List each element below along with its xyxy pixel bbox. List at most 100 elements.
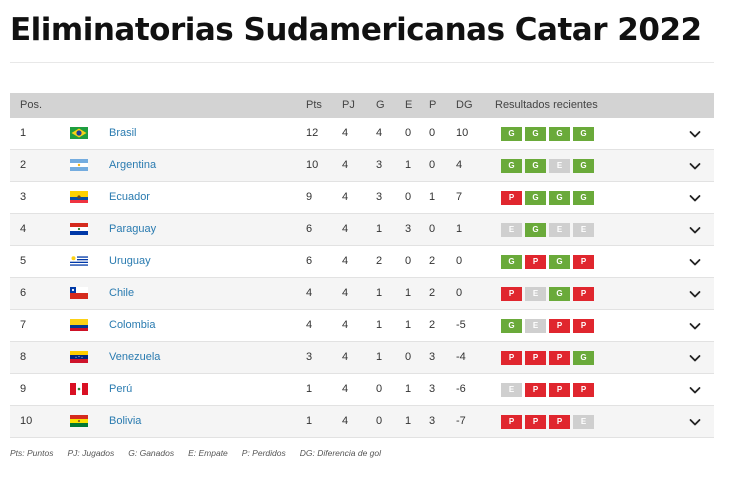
result-badge: P — [549, 319, 570, 333]
goal-difference-cell: 1 — [456, 223, 463, 235]
won-cell: 0 — [376, 383, 383, 395]
team-name-link[interactable]: Ecuador — [109, 191, 150, 203]
result-badge: G — [549, 287, 570, 301]
points-cell: 4 — [306, 287, 313, 299]
result-badge: E — [549, 159, 570, 173]
result-badge: P — [549, 351, 570, 365]
chevron-down-icon[interactable] — [688, 383, 702, 397]
table-row[interactable]: 3 Ecuador 9 4 3 0 1 7 P G G G — [10, 182, 714, 214]
position-cell: 6 — [20, 287, 27, 299]
team-name-link[interactable]: Chile — [109, 287, 135, 299]
won-cell: 0 — [376, 415, 383, 427]
result-badge: E — [573, 415, 594, 429]
chevron-down-icon[interactable] — [688, 351, 702, 365]
points-cell: 6 — [306, 255, 313, 267]
header-results: Resultados recientes — [495, 99, 598, 111]
chevron-down-icon[interactable] — [688, 415, 702, 429]
table-row[interactable]: 6 Chile 4 4 1 1 2 0 P E G P — [10, 278, 714, 310]
header-g: G — [376, 99, 385, 111]
won-cell: 1 — [376, 287, 383, 299]
result-badge: G — [549, 127, 570, 141]
result-badge: E — [573, 223, 594, 237]
drawn-cell: 1 — [405, 159, 412, 171]
goal-difference-cell: -4 — [456, 351, 466, 363]
standings-table: Pos. Pts PJ G E P DG Resultados reciente… — [10, 93, 714, 438]
peru-flag-icon — [70, 383, 88, 395]
result-badge: G — [501, 159, 522, 173]
header-e: E — [405, 99, 413, 111]
table-row[interactable]: 7 Colombia 4 4 1 1 2 -5 G E P P — [10, 310, 714, 342]
chevron-down-icon[interactable] — [688, 319, 702, 333]
position-cell: 3 — [20, 191, 27, 203]
result-badge: G — [501, 319, 522, 333]
points-cell: 6 — [306, 223, 313, 235]
table-row[interactable]: 1 Brasil 12 4 4 0 0 10 G G G G — [10, 118, 714, 150]
legend-item: Pts: Puntos — [10, 448, 54, 458]
result-badge: G — [501, 255, 522, 269]
result-badge: G — [573, 159, 594, 173]
result-badge: G — [525, 191, 546, 205]
team-name-link[interactable]: Uruguay — [109, 255, 151, 267]
goal-difference-cell: 0 — [456, 287, 463, 299]
chevron-down-icon[interactable] — [688, 287, 702, 301]
lost-cell: 3 — [429, 351, 436, 363]
chevron-down-icon[interactable] — [688, 191, 702, 205]
played-cell: 4 — [342, 351, 349, 363]
chevron-down-icon[interactable] — [688, 255, 702, 269]
won-cell: 3 — [376, 159, 383, 171]
table-row[interactable]: 4 Paraguay 6 4 1 3 0 1 E G E E — [10, 214, 714, 246]
drawn-cell: 1 — [405, 415, 412, 427]
table-row[interactable]: 9 Perú 1 4 0 1 3 -6 E P P P — [10, 374, 714, 406]
team-name-link[interactable]: Brasil — [109, 127, 137, 139]
team-name-link[interactable]: Argentina — [109, 159, 157, 171]
team-name-link[interactable]: Colombia — [109, 319, 156, 331]
table-row[interactable]: 5 Uruguay 6 4 2 0 2 0 G P G P — [10, 246, 714, 278]
team-name-link[interactable]: Bolivia — [109, 415, 142, 427]
result-badge: E — [501, 383, 522, 397]
table-row[interactable]: 2 Argentina 10 4 3 1 0 4 G G E G — [10, 150, 714, 182]
paraguay-flag-icon — [70, 223, 88, 235]
table-row[interactable]: 10 Bolivia 1 4 0 1 3 -7 P P P E — [10, 406, 714, 438]
won-cell: 3 — [376, 191, 383, 203]
lost-cell: 0 — [429, 159, 436, 171]
result-badge: P — [501, 287, 522, 301]
result-badge: P — [501, 415, 522, 429]
lost-cell: 0 — [429, 223, 436, 235]
result-badge: P — [573, 319, 594, 333]
chevron-down-icon[interactable] — [688, 159, 702, 173]
team-name-link[interactable]: Paraguay — [109, 223, 157, 235]
result-badge: G — [573, 351, 594, 365]
lost-cell: 2 — [429, 319, 436, 331]
result-badge: E — [525, 319, 546, 333]
chevron-down-icon[interactable] — [688, 223, 702, 237]
legend-item: E: Empate — [188, 448, 228, 458]
team-name-link[interactable]: Venezuela — [109, 351, 161, 363]
goal-difference-cell: 7 — [456, 191, 463, 203]
goal-difference-cell: -7 — [456, 415, 466, 427]
result-badge: G — [573, 127, 594, 141]
uruguay-flag-icon — [70, 255, 88, 267]
drawn-cell: 0 — [405, 127, 412, 139]
played-cell: 4 — [342, 159, 349, 171]
legend-item: G: Ganados — [128, 448, 175, 458]
result-badge: P — [573, 383, 594, 397]
ecuador-flag-icon — [70, 191, 88, 203]
title-divider — [10, 62, 714, 63]
position-cell: 10 — [20, 415, 33, 427]
argentina-flag-icon — [70, 159, 88, 171]
played-cell: 4 — [342, 287, 349, 299]
table-row[interactable]: 8 Venezuela 3 4 1 0 3 -4 P P P G — [10, 342, 714, 374]
result-badge: G — [525, 223, 546, 237]
position-cell: 2 — [20, 159, 27, 171]
result-badge: P — [549, 415, 570, 429]
team-name-link[interactable]: Perú — [109, 383, 133, 395]
drawn-cell: 1 — [405, 383, 412, 395]
result-badge: E — [501, 223, 522, 237]
chevron-down-icon[interactable] — [688, 127, 702, 141]
bolivia-flag-icon — [70, 415, 88, 427]
played-cell: 4 — [342, 127, 349, 139]
